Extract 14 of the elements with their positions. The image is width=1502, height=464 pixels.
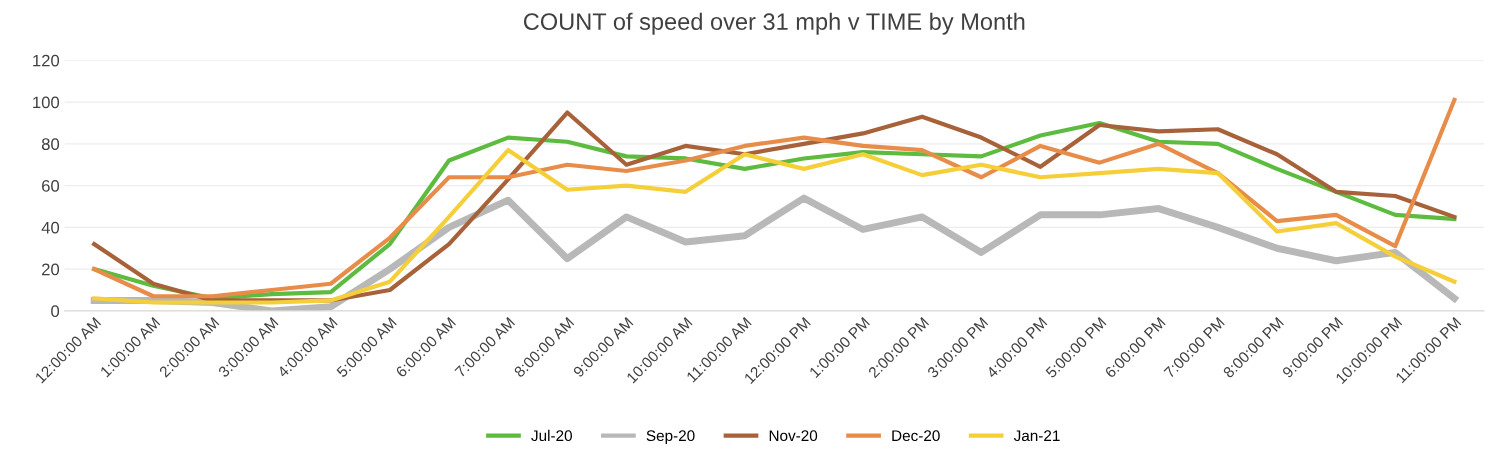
- y-tick-label: 0: [51, 305, 60, 318]
- legend-label: Nov-20: [769, 430, 818, 442]
- legend-label: Jul-20: [531, 429, 572, 442]
- y-tick-label: 120: [33, 54, 60, 67]
- y-tick-label: 20: [42, 263, 60, 276]
- y-tick-label: 60: [42, 180, 60, 192]
- y-tick-label: 80: [41, 138, 60, 151]
- legend-label: Sep-20: [646, 430, 695, 445]
- y-tick-label: 100: [33, 96, 60, 109]
- legend-label: Jan-21: [1013, 430, 1060, 442]
- line-series: [92, 148, 1457, 305]
- y-tick-label: 40: [41, 221, 60, 234]
- legend-label: Dec-20: [892, 430, 940, 442]
- chart-title: COUNT of speed over 31 mph v TIME by Month: [523, 12, 1025, 35]
